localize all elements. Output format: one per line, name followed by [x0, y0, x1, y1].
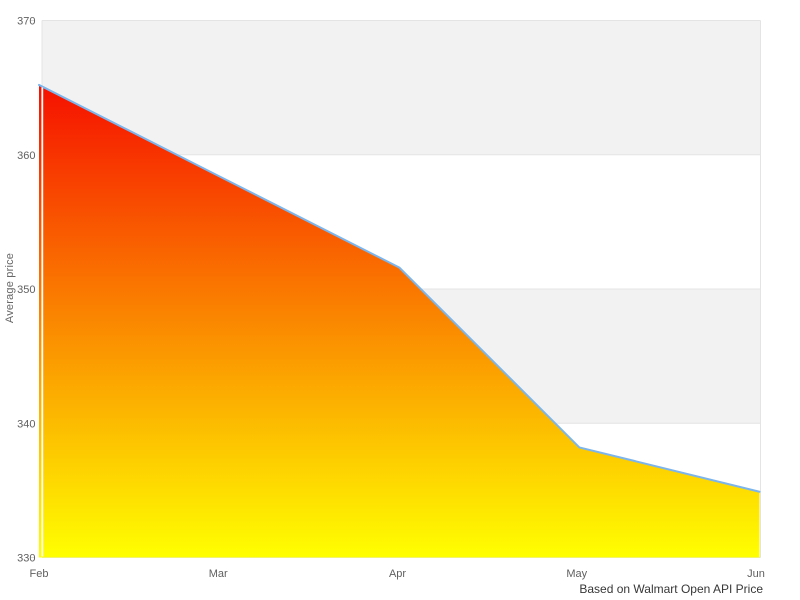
y-tick-label: 360 [17, 150, 35, 162]
x-tick-label: Feb [30, 568, 49, 580]
y-tick-label: 370 [17, 16, 35, 28]
x-tick-label: Jun [747, 568, 765, 580]
y-tick-label: 330 [17, 553, 35, 565]
x-tick-label: Apr [389, 568, 406, 580]
price-line [38, 83, 761, 493]
x-tick-label: Mar [209, 568, 228, 580]
area-fill [39, 84, 760, 558]
x-tick-label: May [566, 568, 587, 580]
y-tick-label: 340 [17, 418, 35, 430]
grid-band [42, 20, 761, 155]
y-tick-label: 350 [17, 284, 35, 296]
chart-caption: Based on Walmart Open API Price [579, 582, 763, 596]
y-axis-title: Average price [4, 252, 16, 324]
